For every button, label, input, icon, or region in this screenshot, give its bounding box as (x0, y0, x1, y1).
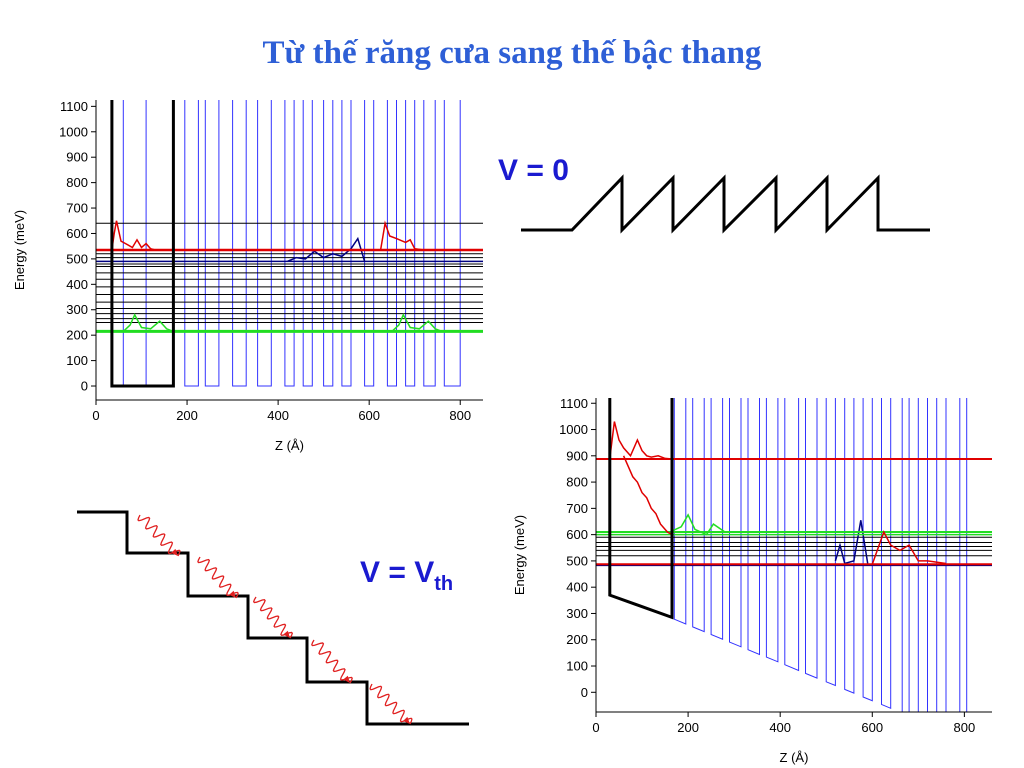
x-tick-label: 600 (358, 408, 380, 423)
wavy-arrow (197, 556, 239, 599)
y-tick-label: 300 (566, 606, 588, 621)
series-line (391, 313, 443, 333)
series-line (622, 455, 673, 536)
x-tick-label: 400 (267, 408, 289, 423)
series-line (286, 236, 366, 263)
series-line (669, 513, 726, 536)
slide-title: Từ thế răng cưa sang thế bậc thang (263, 35, 762, 71)
y-tick-label: 1100 (60, 99, 88, 114)
x-tick-label: 0 (92, 408, 99, 423)
x-tick-label: 800 (954, 720, 976, 735)
y-axis-label: Energy (meV) (12, 210, 27, 290)
y-tick-label: 500 (66, 251, 88, 266)
y-tick-label: 1100 (560, 396, 588, 411)
y-tick-label: 600 (566, 527, 588, 542)
y-tick-label: 0 (81, 379, 88, 394)
y-tick-label: 600 (66, 226, 88, 241)
series-line (110, 100, 175, 388)
series-line (609, 421, 673, 460)
vth-sub: th (434, 573, 453, 595)
y-tick-label: 200 (566, 632, 588, 647)
v0-label: V = 0 (498, 154, 569, 187)
wavy-arrow (252, 596, 294, 639)
series-line (379, 220, 424, 251)
series-line (122, 100, 461, 387)
arrow-head (283, 630, 290, 638)
wavy-arrow (311, 639, 353, 684)
y-tick-label: 100 (66, 353, 88, 368)
plot-area (596, 398, 992, 712)
staircase-potential (77, 510, 469, 726)
y-tick-label: 800 (66, 175, 88, 190)
vth-label: V = Vth (360, 556, 453, 595)
y-tick-label: 900 (66, 150, 88, 165)
y-tick-label: 0 (581, 685, 588, 700)
series-line (608, 398, 674, 620)
arrow-head (171, 548, 178, 556)
plot-area (96, 100, 483, 388)
x-tick-label: 0 (592, 720, 599, 735)
wavy-arrow (137, 514, 181, 557)
sawtooth-potential (521, 174, 930, 234)
series-line (871, 530, 947, 565)
y-axis-label: Energy (meV) (512, 515, 527, 595)
y-tick-label: 700 (66, 201, 88, 216)
wavy-arrow (369, 683, 413, 725)
y-tick-label: 1000 (559, 422, 588, 437)
series-line (122, 313, 174, 333)
x-axis-label: Z (Å) (780, 750, 809, 765)
arrow-head (343, 675, 350, 683)
y-tick-label: 1000 (59, 124, 88, 139)
y-tick-label: 200 (66, 328, 88, 343)
wavy-arrows (137, 514, 413, 725)
y-tick-label: 400 (66, 277, 88, 292)
chart: 0 100 200 300 400 500 600 700 800 900 1000 1100 0 200… (512, 396, 992, 765)
series-line (111, 220, 156, 251)
arrow-head (403, 716, 410, 724)
y-tick-label: 500 (566, 553, 588, 568)
x-tick-label: 400 (769, 720, 791, 735)
series-line (834, 520, 869, 565)
x-axis-label: Z (Å) (275, 438, 304, 453)
vth-main: V = V (360, 556, 434, 589)
y-tick-label: 100 (566, 659, 588, 674)
x-tick-label: 200 (677, 720, 699, 735)
y-tick-label: 900 (566, 448, 588, 463)
x-tick-label: 200 (176, 408, 198, 423)
x-tick-label: 600 (861, 720, 883, 735)
arrow-head (229, 590, 236, 598)
chart: 0 100 200 300 400 500 600 700 800 900 1000 1100 0 200… (12, 99, 483, 453)
y-tick-label: 300 (66, 302, 88, 317)
y-tick-label: 800 (566, 475, 588, 490)
y-tick-label: 700 (566, 501, 588, 516)
x-tick-label: 800 (449, 408, 471, 423)
y-tick-label: 400 (566, 580, 588, 595)
series-line (673, 398, 968, 712)
